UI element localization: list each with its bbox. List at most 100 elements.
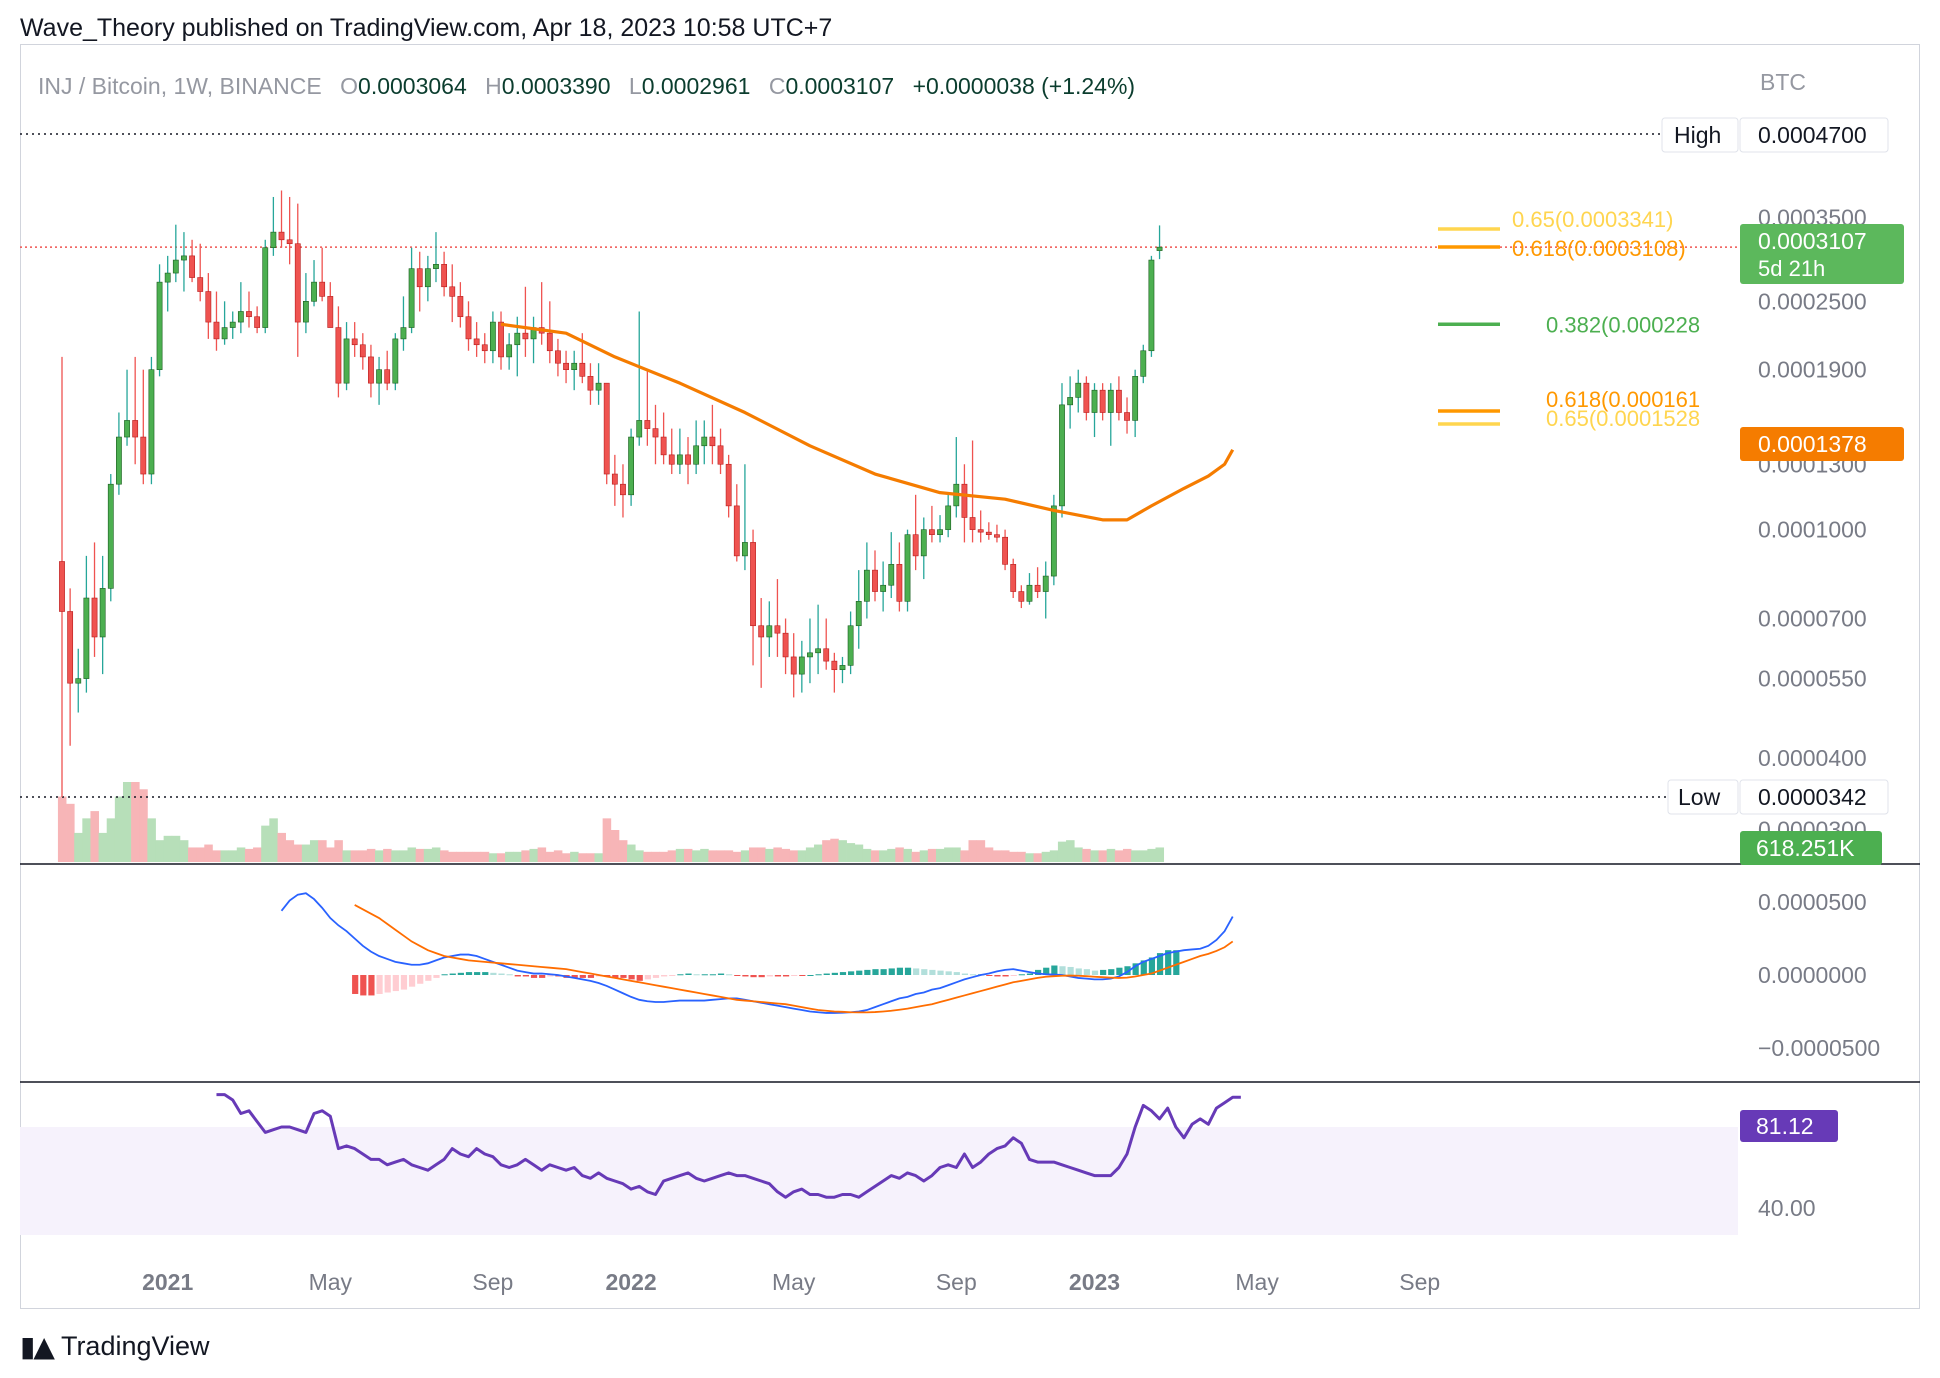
- candle-body: [628, 436, 634, 496]
- candle: [59, 356, 65, 797]
- macd-histogram-bar: [433, 975, 440, 978]
- macd-histogram-bar: [547, 975, 554, 977]
- volume-bar: [1131, 850, 1140, 862]
- candle: [433, 232, 439, 283]
- volume-bar: [529, 848, 539, 862]
- candles-layer: [59, 190, 1163, 797]
- candle: [270, 196, 277, 256]
- macd-histogram-bar: [815, 974, 822, 976]
- macd-histogram-bar: [490, 972, 497, 975]
- candle: [904, 529, 911, 612]
- candle: [1140, 344, 1147, 384]
- time-tick-label: 2022: [606, 1269, 657, 1295]
- macd-histogram-bar: [1173, 950, 1180, 975]
- candle-body: [546, 332, 553, 352]
- candle-body: [1099, 389, 1106, 413]
- candle: [847, 611, 854, 675]
- volume-bar: [513, 851, 522, 862]
- candle: [416, 251, 423, 312]
- candle: [1148, 255, 1155, 357]
- candle: [693, 420, 700, 475]
- macd-histogram-bar: [994, 975, 1001, 977]
- candle: [1018, 585, 1025, 609]
- candle-body: [384, 369, 391, 384]
- tradingview-brand[interactable]: ▮▲ TradingView: [20, 1330, 210, 1363]
- volume-bar: [789, 850, 799, 862]
- high-value-box: [1739, 117, 1889, 153]
- macd-histogram-bar: [530, 975, 538, 978]
- candle-body: [904, 534, 911, 602]
- candle: [807, 618, 813, 684]
- volume-bar: [667, 850, 677, 862]
- macd-histogram-bar: [839, 972, 847, 975]
- volume-bar: [106, 818, 116, 862]
- volume-bar: [960, 850, 969, 862]
- volume-bar: [440, 850, 449, 862]
- volume-bar: [415, 848, 425, 862]
- candle-body: [1042, 575, 1049, 592]
- volume-bar: [911, 851, 921, 862]
- time-tick-label: Sep: [1399, 1269, 1440, 1295]
- candle-body: [823, 648, 830, 662]
- volume-bar: [139, 789, 148, 862]
- macd-histogram-bar: [612, 975, 619, 978]
- candle-body: [359, 344, 366, 358]
- candle-body: [319, 281, 326, 297]
- candle-body: [368, 356, 374, 384]
- macd-histogram-bar: [1075, 968, 1082, 975]
- candle: [945, 494, 952, 538]
- candle-body: [400, 327, 407, 340]
- candle: [99, 555, 106, 675]
- candle-body: [107, 483, 114, 589]
- candle-body: [302, 301, 309, 323]
- candle: [628, 428, 634, 506]
- macd-histogram-bar: [506, 974, 513, 976]
- volume-bar: [179, 840, 189, 862]
- time-tick-label: Sep: [936, 1269, 977, 1295]
- rsi-value-text: 81.12: [1756, 1113, 1814, 1139]
- candle-body: [611, 473, 618, 485]
- high-label: H: [485, 73, 502, 99]
- candle: [67, 588, 74, 746]
- candle-body: [807, 652, 813, 658]
- volume-layer: [57, 782, 1165, 862]
- volume-bar: [114, 796, 124, 862]
- candle: [408, 247, 415, 334]
- currency-label: BTC: [1760, 69, 1806, 95]
- time-tick-label: Sep: [472, 1269, 513, 1295]
- candle-body: [1124, 412, 1130, 421]
- volume-bar: [358, 850, 368, 862]
- candle-body: [132, 420, 139, 438]
- macd-histogram-bar: [1018, 974, 1025, 976]
- candle: [481, 333, 488, 364]
- candle-body: [660, 436, 667, 456]
- macd-histogram-bar: [441, 974, 448, 976]
- macd-histogram-bar: [823, 973, 830, 975]
- candle-body: [831, 660, 838, 671]
- volume-bar: [594, 853, 604, 862]
- candle-body: [644, 420, 651, 429]
- candle-body: [985, 531, 992, 535]
- candle: [1034, 567, 1041, 599]
- volume-bar: [1139, 850, 1148, 862]
- macd-histogram-bar: [717, 973, 725, 975]
- macd-histogram-bar: [1148, 957, 1156, 975]
- macd-histogram-bar: [807, 975, 814, 976]
- time-tick-label: May: [772, 1269, 816, 1295]
- candle-body: [286, 239, 293, 245]
- candle-body: [270, 231, 277, 249]
- volume-bar: [814, 844, 823, 862]
- volume-bar: [82, 818, 91, 862]
- volume-bar: [407, 847, 417, 862]
- candle: [197, 243, 204, 302]
- volume-bar: [854, 844, 864, 862]
- macd-histogram-bar: [831, 972, 838, 975]
- volume-bar: [253, 847, 262, 862]
- candle: [668, 428, 675, 475]
- candle: [977, 510, 984, 543]
- rsi-line: [216, 1093, 1241, 1199]
- volume-bar: [659, 851, 669, 862]
- candle: [205, 273, 212, 339]
- candle: [611, 454, 618, 506]
